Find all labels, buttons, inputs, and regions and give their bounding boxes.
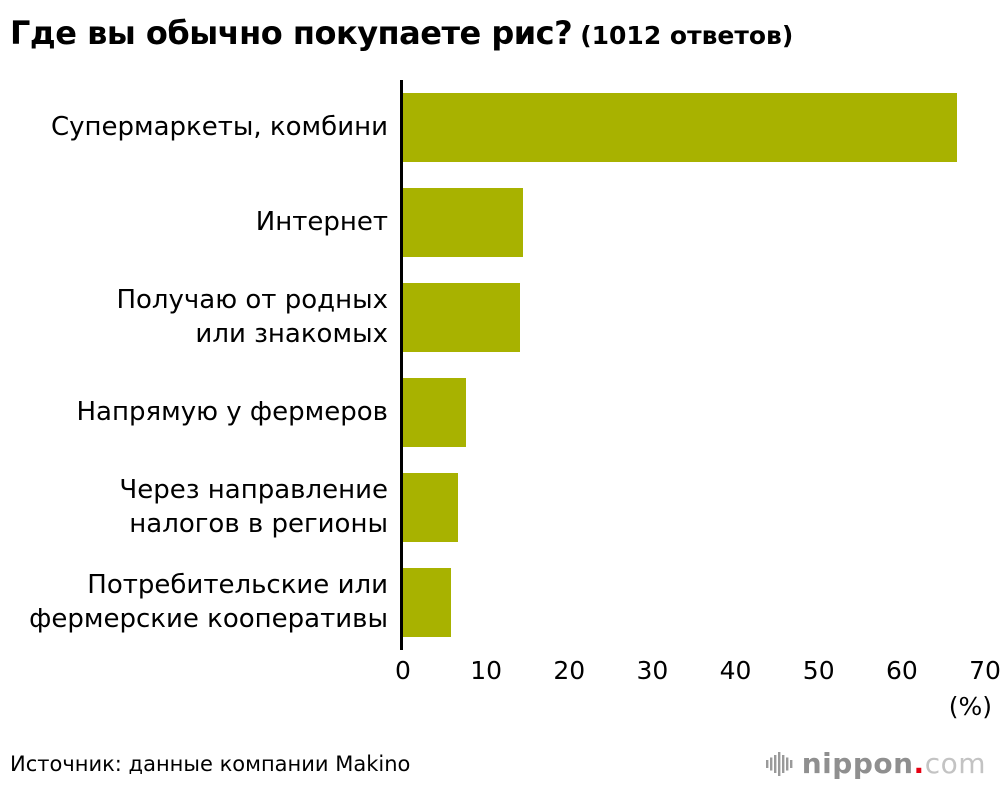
category-label: Супермаркеты, комбини xyxy=(50,111,388,142)
x-axis: 0 10 20 30 40 50 60 70 xyxy=(395,656,1000,692)
x-axis-tick-label: 40 xyxy=(719,656,752,685)
bar-row: Потребительские или фермерские кооперати… xyxy=(0,555,1000,650)
logo-nippon: nippon xyxy=(801,747,914,780)
bar-row: Супермаркеты, комбини xyxy=(0,80,1000,175)
chart-title-text: Где вы обычно покупаете рис? xyxy=(10,14,573,52)
bar-rows: Супермаркеты, комбини Интернет Получаю о… xyxy=(0,80,1000,650)
plot-area xyxy=(400,270,985,365)
x-axis-tick-label: 50 xyxy=(802,656,835,685)
category-label: Потребительские или фермерские кооперати… xyxy=(29,570,388,634)
bar xyxy=(403,378,467,447)
bar xyxy=(403,283,521,352)
category-label: Интернет xyxy=(255,206,388,237)
plot-area xyxy=(400,555,985,650)
x-axis-unit: (%) xyxy=(948,692,992,721)
x-axis-tick-label: 30 xyxy=(636,656,669,685)
soundbars-icon xyxy=(765,751,793,776)
logo-dot: . xyxy=(913,747,925,780)
x-axis-tick-label: 70 xyxy=(969,656,1000,685)
plot-area xyxy=(400,175,985,270)
bar-row: Через направление налогов в регионы xyxy=(0,460,1000,555)
chart-title: Где вы обычно покупаете рис? (1012 ответо… xyxy=(0,0,1000,76)
x-axis-tick-label: 10 xyxy=(470,656,503,685)
bar xyxy=(403,568,452,637)
category-label: Через направление налогов в регионы xyxy=(119,475,388,539)
category-label: Напрямую у фермеров xyxy=(76,396,388,427)
chart-title-response-count: (1012 ответов) xyxy=(580,21,794,50)
bar xyxy=(403,188,523,257)
bar xyxy=(403,473,458,542)
plot-area xyxy=(400,365,985,460)
bar-chart: Супермаркеты, комбини Интернет Получаю о… xyxy=(0,80,1000,726)
x-axis-tick-label: 20 xyxy=(553,656,586,685)
x-axis-tick-label: 0 xyxy=(395,656,411,685)
source-text: Источник: данные компании Makino xyxy=(10,751,411,776)
x-axis-tick-label: 60 xyxy=(885,656,918,685)
plot-area xyxy=(400,80,985,175)
bar-row: Интернет xyxy=(0,175,1000,270)
logo-com: com xyxy=(924,747,986,780)
nippon-com-logo: nippon.com xyxy=(765,747,986,780)
plot-area xyxy=(400,460,985,555)
footer: Источник: данные компании Makino nippon.… xyxy=(0,747,1000,780)
bar xyxy=(403,93,957,162)
bar-row: Напрямую у фермеров xyxy=(0,365,1000,460)
logo-text: nippon.com xyxy=(802,747,986,780)
category-label: Получаю от родных или знакомых xyxy=(116,285,388,349)
bar-row: Получаю от родных или знакомых xyxy=(0,270,1000,365)
